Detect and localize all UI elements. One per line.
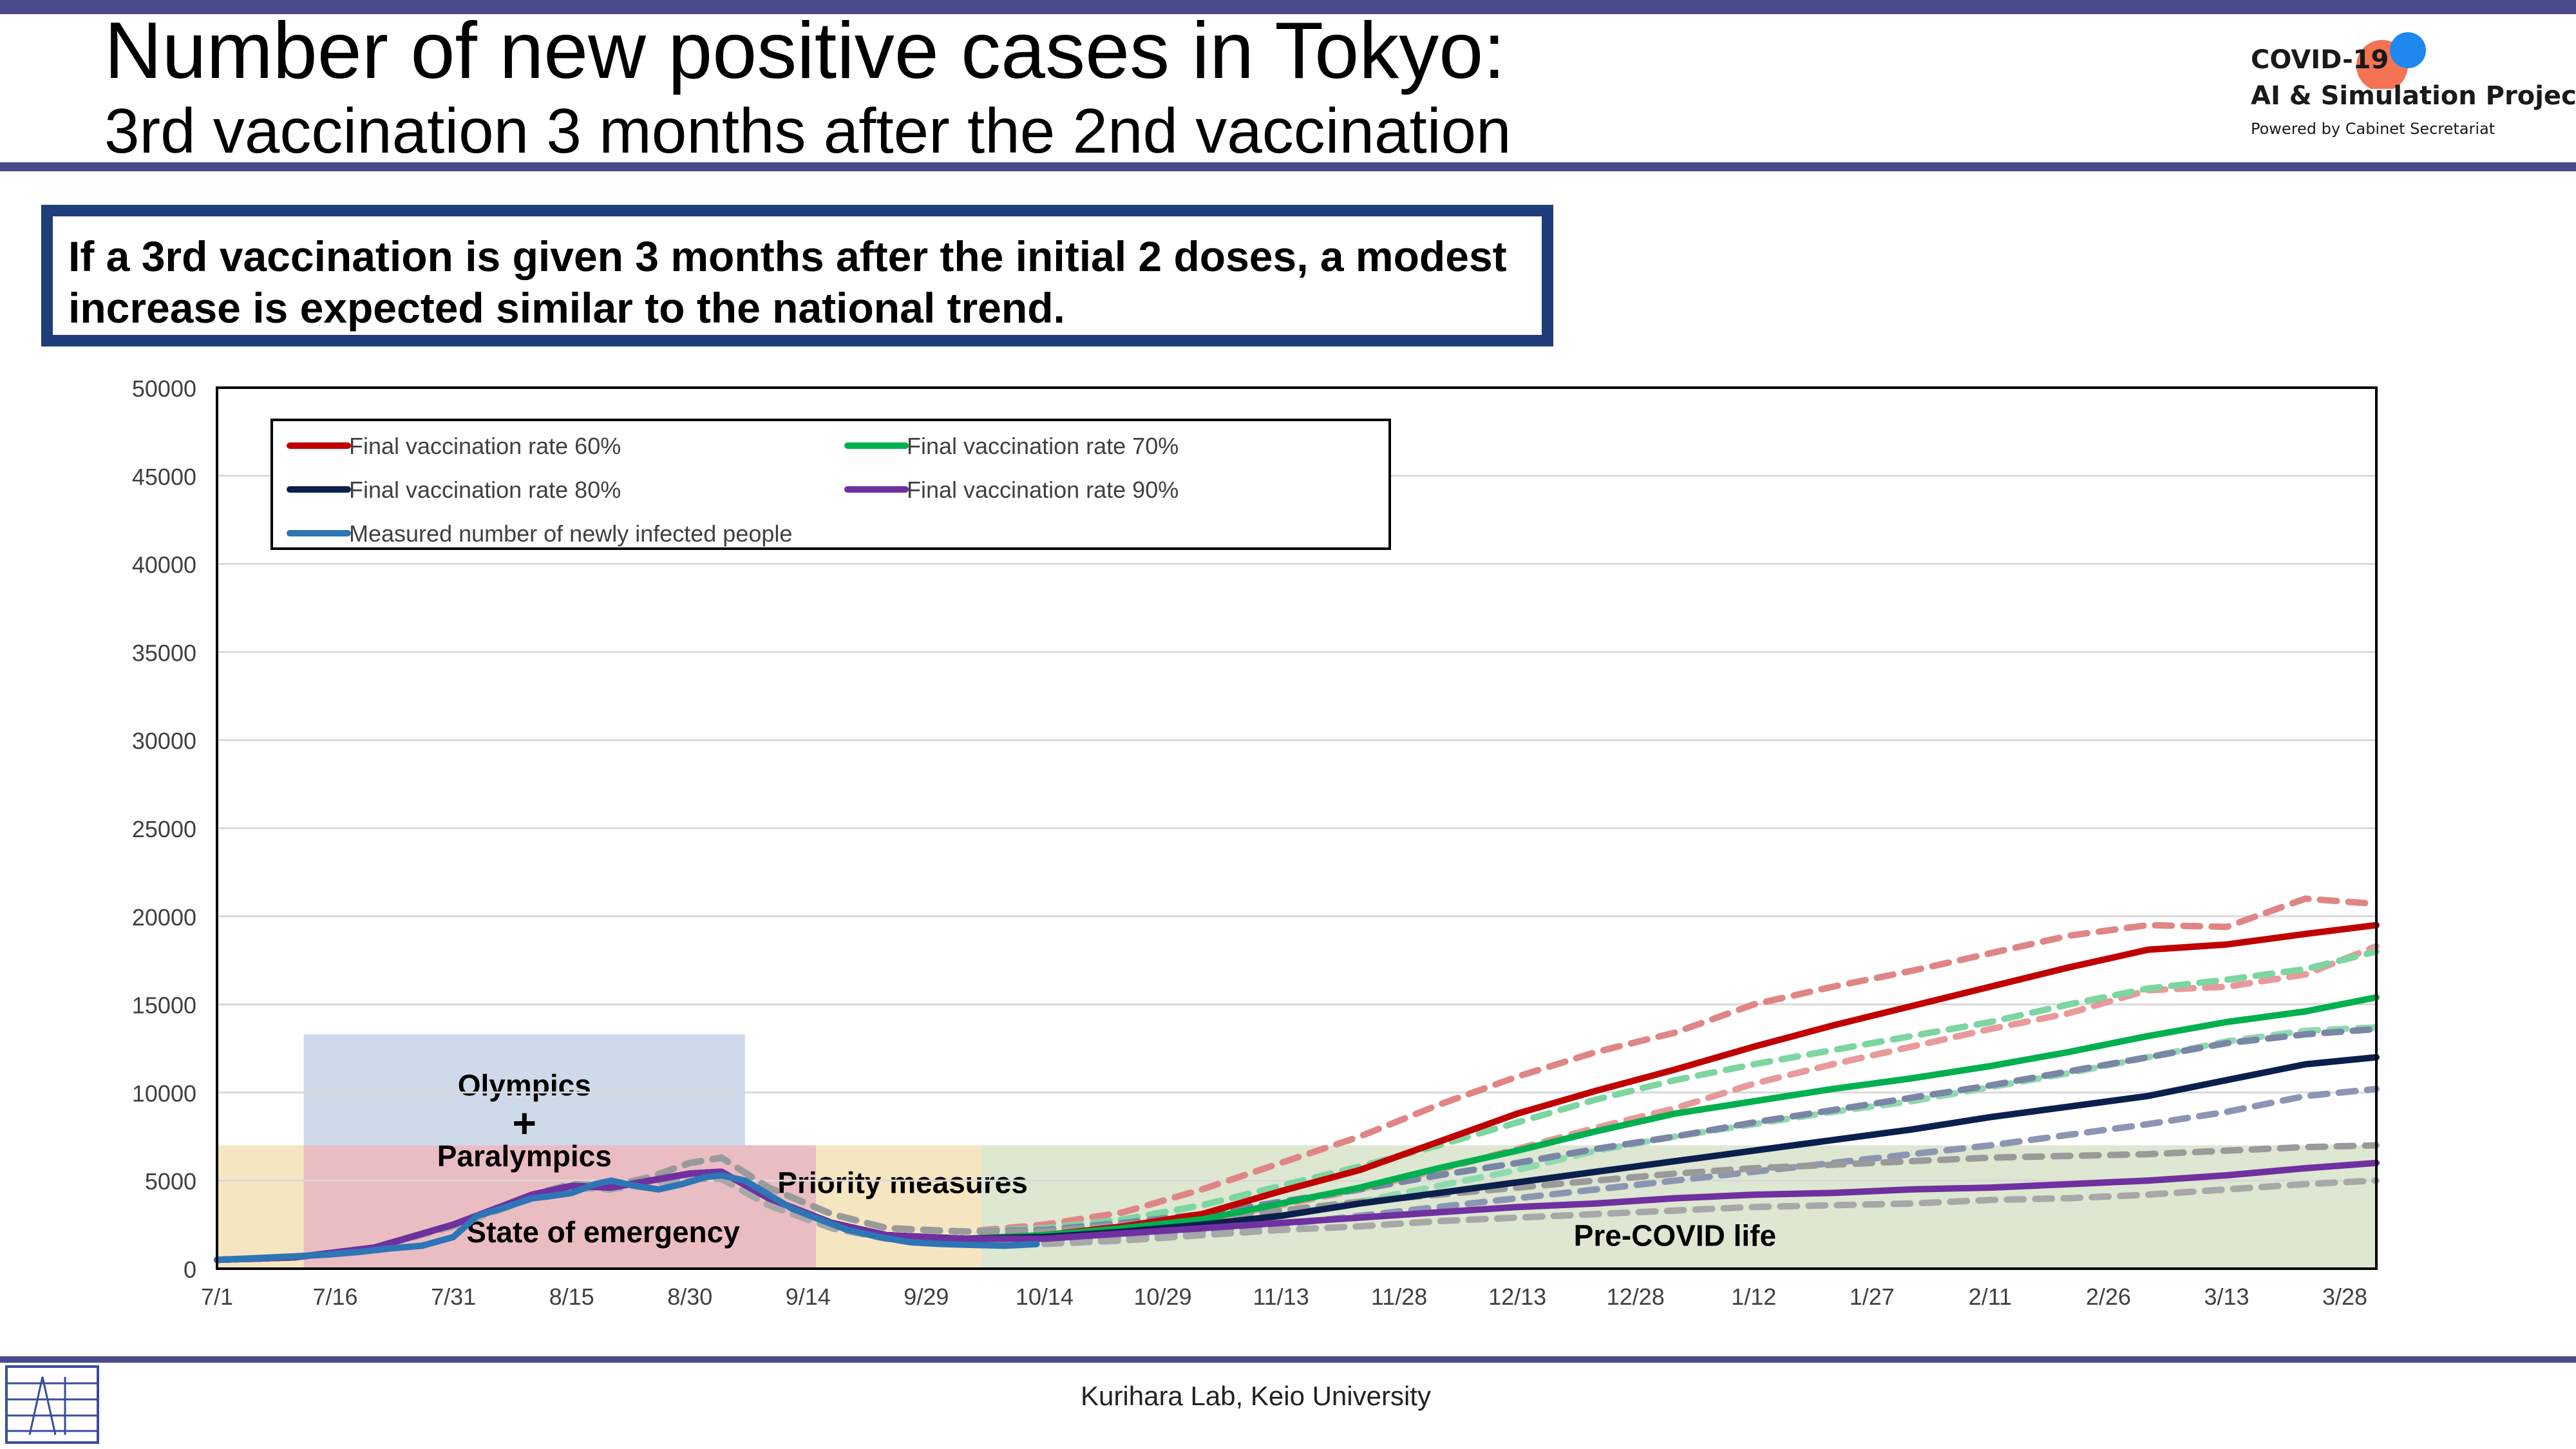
- x-tick-label: 2/26: [2086, 1283, 2131, 1310]
- x-tick-label: 2/11: [1969, 1283, 2012, 1310]
- page-title: Number of new positive cases in Tokyo:: [104, 6, 1506, 95]
- header-top-bar: [0, 0, 2576, 14]
- x-tick-label: 11/13: [1253, 1283, 1309, 1310]
- phase-band: [217, 1145, 304, 1269]
- y-tick-label: 5000: [145, 1168, 196, 1195]
- y-tick-label: 50000: [132, 375, 196, 402]
- legend-label: Final vaccination rate 80%: [349, 477, 621, 503]
- y-tick-label: 15000: [132, 992, 196, 1019]
- legend-label: Final vaccination rate 70%: [907, 433, 1179, 459]
- x-tick-label: 8/30: [667, 1283, 712, 1310]
- phase-label: State of emergency: [466, 1215, 740, 1249]
- event-label-top: Olympics: [458, 1068, 591, 1102]
- legend-label: Measured number of newly infected people: [349, 520, 792, 547]
- phase-band: [981, 1145, 2376, 1269]
- legend-label: Final vaccination rate 90%: [907, 477, 1179, 503]
- event-band: [303, 1034, 745, 1146]
- x-tick-label: 9/14: [786, 1283, 831, 1310]
- key-message-text: If a 3rd vaccination is given 3 months a…: [68, 232, 1507, 332]
- x-tick-label: 3/13: [2204, 1283, 2249, 1310]
- logo-line-2: AI & Simulation Project: [2251, 81, 2576, 111]
- header-bottom-bar: [0, 162, 2576, 171]
- logo-line-1: COVID-19: [2251, 45, 2389, 75]
- y-tick-label: 0: [184, 1256, 196, 1283]
- project-logo: COVID-19 AI & Simulation Project Powered…: [2251, 31, 2576, 147]
- x-tick-label: 10/14: [1016, 1283, 1074, 1310]
- x-tick-label: 7/1: [201, 1283, 233, 1310]
- event-label-mid: +: [513, 1100, 536, 1146]
- logo-dots-icon: [2356, 32, 2426, 89]
- y-tick-label: 45000: [132, 464, 196, 490]
- x-tick-label: 7/16: [313, 1283, 358, 1310]
- x-tick-label: 12/13: [1488, 1283, 1546, 1310]
- footer-bar: [0, 1356, 2576, 1363]
- y-tick-label: 30000: [132, 728, 196, 754]
- x-tick-label: 1/27: [1850, 1283, 1895, 1310]
- y-tick-label: 10000: [132, 1080, 196, 1106]
- plot-frame: [216, 386, 2378, 1270]
- page-subtitle: 3rd vaccination 3 months after the 2nd v…: [104, 95, 1511, 166]
- x-tick-label: 7/31: [431, 1283, 476, 1310]
- logo-line-3: Powered by Cabinet Secretariat: [2251, 120, 2496, 138]
- footer-credit: Kurihara Lab, Keio University: [1081, 1381, 1431, 1411]
- legend-box: [270, 419, 1391, 550]
- y-tick-label: 25000: [132, 816, 196, 842]
- cases-chart: Olympics+Paralympics State of emergency Pr…: [132, 375, 2380, 1310]
- phase-label: Pre-COVID life: [1574, 1218, 1776, 1252]
- x-tick-label: 3/28: [2322, 1283, 2367, 1310]
- phase-band: [816, 1145, 982, 1269]
- key-message-box: If a 3rd vaccination is given 3 months a…: [41, 205, 1553, 346]
- x-tick-label: 10/29: [1133, 1283, 1191, 1310]
- x-tick-label: 8/15: [549, 1283, 594, 1310]
- series-line: [214, 1159, 2380, 1264]
- y-tick-label: 40000: [132, 552, 196, 578]
- x-tick-label: 1/12: [1731, 1283, 1776, 1310]
- lab-logo-icon: [5, 1365, 99, 1444]
- y-tick-label: 35000: [132, 639, 196, 666]
- legend-label: Final vaccination rate 60%: [349, 433, 621, 459]
- x-tick-label: 12/28: [1607, 1283, 1665, 1310]
- x-tick-label: 9/29: [904, 1283, 949, 1310]
- phase-label: Priority measures: [777, 1166, 1028, 1199]
- event-label-bottom: Paralympics: [437, 1139, 612, 1173]
- series-line: [214, 1172, 1040, 1264]
- y-tick-label: 20000: [132, 904, 196, 931]
- x-tick-label: 11/28: [1371, 1283, 1427, 1310]
